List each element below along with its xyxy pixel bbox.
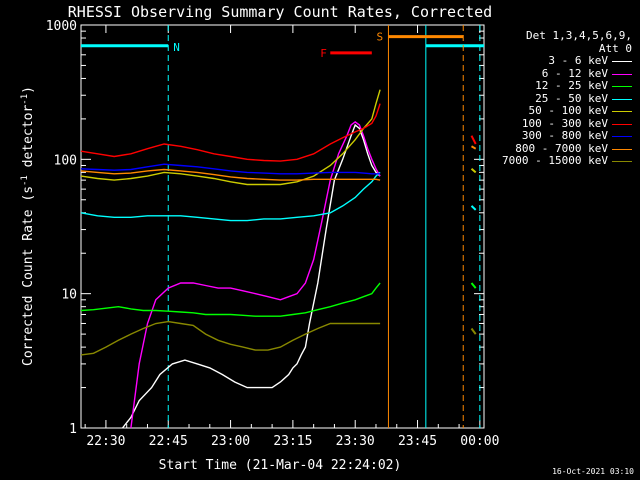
x-tick-label: 23:45 [398, 434, 437, 449]
night-label: N [173, 41, 180, 54]
series-line-3-6-kev [121, 123, 381, 429]
y-tick-label: 1 [69, 422, 77, 437]
x-tick-label: 22:30 [86, 434, 125, 449]
legend-swatch [612, 148, 632, 150]
series-line-25-50-kev [80, 171, 381, 222]
legend-swatch [612, 161, 632, 162]
y-axis-label: Corrected Count Rate (s-1 detector-1) [20, 86, 36, 366]
legend-entry-label: 50 - 100 keV [528, 104, 608, 117]
annotation-layer: N F S [81, 25, 484, 428]
chart-title: RHESSI Observing Summary Count Rates, Co… [68, 3, 492, 21]
legend-entry: 300 - 800 keV [472, 129, 632, 143]
legend-entry: 50 - 100 keV [472, 104, 632, 118]
legend-entry: 800 - 7000 keV [472, 141, 632, 156]
x-tick-label: 23:15 [273, 434, 312, 449]
y-axis-label-sup2: -1 [20, 94, 30, 105]
legend-entry: 100 - 300 keV [472, 116, 632, 131]
legend-header-detectors: Det 1,3,4,5,6,9, [526, 29, 632, 42]
legend-entry-label: 800 - 7000 keV [515, 141, 608, 155]
series-line-12-25-kev [80, 282, 381, 317]
legend-swatch [612, 111, 632, 112]
y-axis-label-end: ) [21, 86, 36, 94]
series-line-300-800-kev [80, 163, 381, 175]
x-tick-label: 23:30 [336, 434, 375, 449]
legend-swatch [612, 98, 632, 100]
flare-label: F [320, 47, 327, 60]
series-line-6-12-kev [130, 121, 381, 429]
legend-swatch [612, 73, 632, 75]
series-segment-after-gap [470, 282, 477, 289]
legend-entry-label: 25 - 50 keV [535, 91, 608, 105]
generation-timestamp: 16-Oct-2021 03:10 [552, 467, 634, 476]
series-line-50-100-kev [80, 89, 381, 186]
y-tick-label: 100 [54, 153, 77, 168]
series-line-800-7000-kev [80, 168, 381, 181]
legend-entry-label: 3 - 6 keV [548, 54, 608, 67]
legend-entry-label: 12 - 25 keV [535, 79, 608, 92]
legend-entry-label: 300 - 800 keV [521, 129, 608, 142]
legend-entry-label: 7000 - 15000 keV [502, 154, 608, 167]
legend-swatch [612, 136, 632, 137]
y-tick-label: 10 [61, 288, 77, 303]
legend-entry-label: 100 - 300 keV [521, 116, 608, 130]
legend-entry: 7000 - 15000 keV [472, 154, 632, 168]
series-segment-after-gap [470, 168, 477, 174]
legend-entry: 3 - 6 keV [472, 54, 632, 68]
axis-ticks: 22:30 22:45 23:00 23:15 23:30 23:45 00:00 1 10 10… [46, 19, 500, 449]
x-tick-label: 00:00 [460, 434, 499, 449]
series-segment-after-gap [471, 145, 477, 150]
legend-swatch [612, 61, 632, 62]
y-axis-label-sup1: -1 [20, 175, 30, 186]
legend-entry: 25 - 50 keV [472, 91, 632, 106]
legend-entry-label: 6 - 12 keV [541, 66, 608, 80]
legend-header-attenuator: Att 0 [598, 41, 632, 55]
legend-entry: 6 - 12 keV [472, 66, 632, 81]
legend-swatch [612, 123, 632, 125]
y-axis-label-main: Corrected Count Rate (s [21, 186, 36, 366]
series-line-7000-15000-kev [80, 320, 381, 356]
saa-label: S [376, 31, 383, 44]
legend-swatch [612, 86, 632, 87]
series-segment-after-gap [470, 205, 477, 211]
x-tick-label: 22:45 [149, 434, 188, 449]
x-axis-label: Start Time (21-Mar-04 22:24:02) [159, 458, 402, 473]
plot-frame [80, 24, 485, 429]
legend: Det 1,3,4,5,6,9, Att 0 3 - 6 keV 6 - 12 … [472, 29, 632, 168]
y-tick-label: 1000 [46, 19, 77, 34]
series-segment-after-gap [470, 327, 477, 335]
x-tick-label: 23:00 [211, 434, 250, 449]
series-line-100-300-kev [80, 103, 381, 162]
legend-entry: 12 - 25 keV [472, 79, 632, 93]
series-layer [80, 89, 477, 429]
y-axis-label-mid: detector [21, 105, 36, 176]
series-segment-after-gap [470, 135, 477, 145]
